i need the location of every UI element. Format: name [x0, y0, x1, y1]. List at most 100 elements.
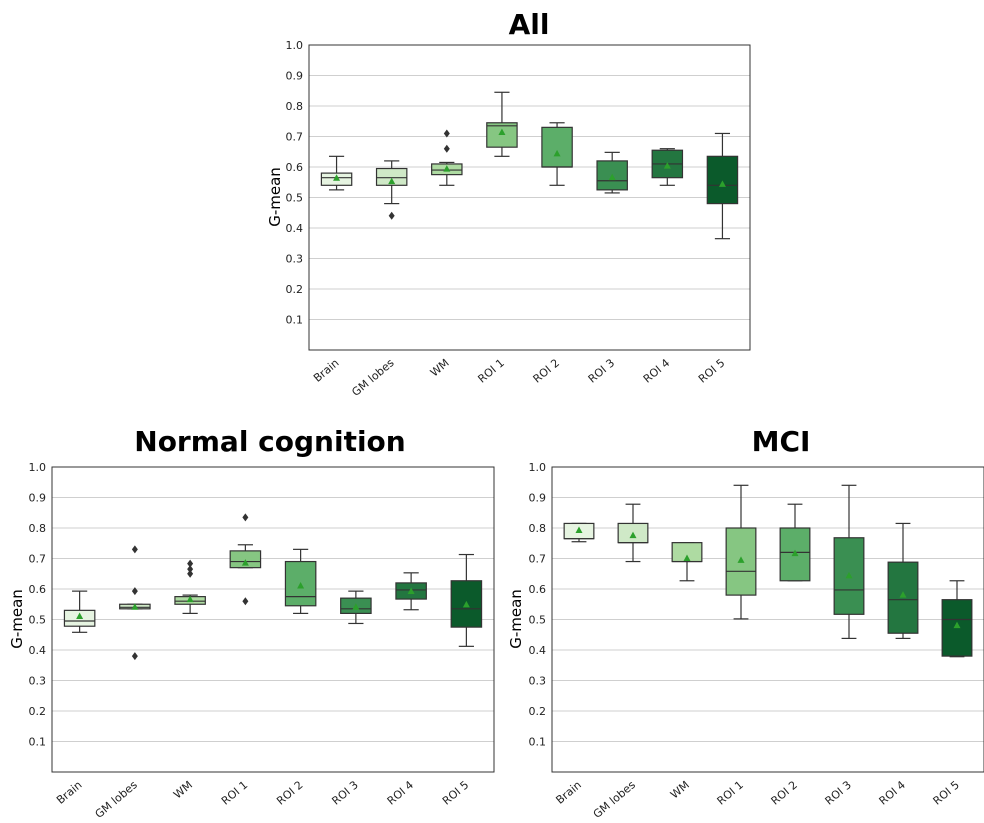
- x-tick-label: ROI 2: [274, 778, 305, 807]
- box-roi-3: [340, 590, 372, 625]
- box-roi-3: [596, 151, 628, 194]
- mean-marker: [186, 595, 194, 603]
- y-tick-label: 0.7: [29, 553, 47, 566]
- x-tick-label: ROI 2: [531, 356, 562, 385]
- chart-title: All: [509, 8, 550, 41]
- chart-title: Normal cognition: [134, 425, 405, 458]
- box-roi-1: [486, 91, 518, 157]
- box-brain: [63, 590, 96, 633]
- x-tick-label: WM: [428, 356, 452, 379]
- plot-frame: [51, 466, 495, 773]
- box-roi-5: [706, 132, 739, 240]
- x-tick-label: ROI 2: [769, 778, 800, 807]
- box-gm-lobes: [617, 503, 649, 563]
- y-tick-label: 0.8: [529, 522, 547, 535]
- box-roi-4: [651, 148, 684, 186]
- chart-normal-cognition: Normal cognition G-mean 0.1 0.2 0.3 0.4 0.5 0…: [8, 425, 495, 821]
- mean-marker: [737, 556, 745, 563]
- outlier-point: [131, 652, 138, 661]
- y-tick-label: 0.6: [529, 583, 547, 596]
- x-tick-label: WM: [171, 778, 195, 801]
- chart-title: MCI: [752, 425, 811, 458]
- mean-marker: [845, 571, 853, 579]
- y-tick-label: 0.4: [286, 222, 304, 235]
- x-tick-label: GM lobes: [93, 778, 140, 821]
- box-wm: [431, 129, 463, 186]
- x-tick-label: ROI 5: [696, 356, 727, 385]
- x-tick-label: WM: [668, 778, 692, 801]
- outlier-point: [131, 587, 138, 596]
- y-tick-label: 0.2: [29, 705, 47, 718]
- x-tick-label: GM lobes: [349, 356, 396, 399]
- outlier-point: [242, 513, 249, 522]
- y-tick-label: 0.5: [286, 192, 304, 205]
- x-tick-label: ROI 1: [475, 356, 506, 385]
- box-roi-2: [541, 122, 573, 186]
- mean-marker: [953, 621, 961, 629]
- chart-mci: MCI G-mean 0.1 0.2 0.3 0.4 0.5 0.6 0.7 0.8 0.9 1.…: [507, 425, 984, 821]
- outlier-point: [187, 565, 194, 574]
- outlier-point: [187, 569, 194, 578]
- x-tick-label: ROI 3: [823, 778, 854, 807]
- mean-marker: [899, 591, 907, 598]
- box-roi-1: [229, 513, 262, 606]
- mean-marker: [575, 526, 583, 533]
- y-tick-label: 0.5: [529, 614, 547, 627]
- iqr-box: [541, 126, 573, 168]
- y-tick-label: 0.4: [529, 644, 547, 657]
- box-roi-3: [833, 484, 865, 640]
- x-tick-label: ROI 4: [385, 778, 416, 807]
- x-tick-label: ROI 4: [641, 356, 672, 385]
- y-tick-label: 0.2: [529, 705, 547, 718]
- x-tick-label: ROI 5: [931, 778, 962, 807]
- x-tick-label: ROI 1: [715, 778, 746, 807]
- y-tick-label: 0.9: [29, 492, 47, 505]
- mean-marker: [462, 600, 470, 608]
- box-roi-1: [725, 484, 757, 620]
- y-tick-label: 0.1: [286, 314, 304, 327]
- y-tick-label: 0.8: [29, 522, 47, 535]
- mean-marker: [629, 531, 637, 539]
- plot-frame: [551, 466, 984, 773]
- mean-marker: [553, 149, 561, 157]
- y-tick-label: 0.2: [286, 283, 304, 296]
- mean-marker: [683, 554, 691, 561]
- y-tick-label: 0.6: [29, 583, 47, 596]
- mean-marker: [407, 587, 415, 594]
- mean-marker: [333, 174, 341, 181]
- box-wm: [174, 559, 206, 615]
- mean-marker: [498, 128, 506, 136]
- outlier-point: [443, 144, 450, 153]
- iqr-box: [887, 561, 919, 634]
- mean-marker: [663, 162, 671, 169]
- y-tick-label: 0.7: [529, 553, 547, 566]
- outlier-point: [131, 545, 138, 554]
- box-brain: [563, 522, 595, 543]
- box-gm-lobes: [375, 160, 408, 220]
- iqr-box: [375, 167, 408, 186]
- y-tick-label: 0.3: [286, 253, 304, 266]
- y-tick-label: 0.3: [29, 675, 47, 688]
- y-tick-label: 0.9: [286, 70, 304, 83]
- box-brain: [320, 155, 353, 191]
- box-roi-4: [395, 572, 427, 611]
- box-roi-2: [284, 548, 317, 615]
- mean-marker: [297, 581, 305, 589]
- outlier-point: [242, 597, 249, 606]
- x-tick-label: Brain: [553, 778, 583, 807]
- mean-marker: [608, 173, 616, 181]
- plot-frame: [308, 44, 751, 351]
- x-tick-label: ROI 3: [329, 778, 360, 807]
- y-tick-label: 0.5: [29, 614, 47, 627]
- mean-marker: [76, 612, 84, 619]
- y-tick-label: 0.8: [286, 100, 304, 113]
- mean-marker: [791, 549, 799, 557]
- x-tick-label: ROI 1: [219, 778, 250, 807]
- mean-marker: [241, 559, 249, 566]
- y-axis-label: G-mean: [8, 589, 26, 649]
- y-tick-label: 1.0: [29, 461, 47, 474]
- x-tick-label: GM lobes: [591, 778, 638, 821]
- x-tick-label: ROI 3: [586, 356, 617, 385]
- mean-marker: [131, 603, 139, 610]
